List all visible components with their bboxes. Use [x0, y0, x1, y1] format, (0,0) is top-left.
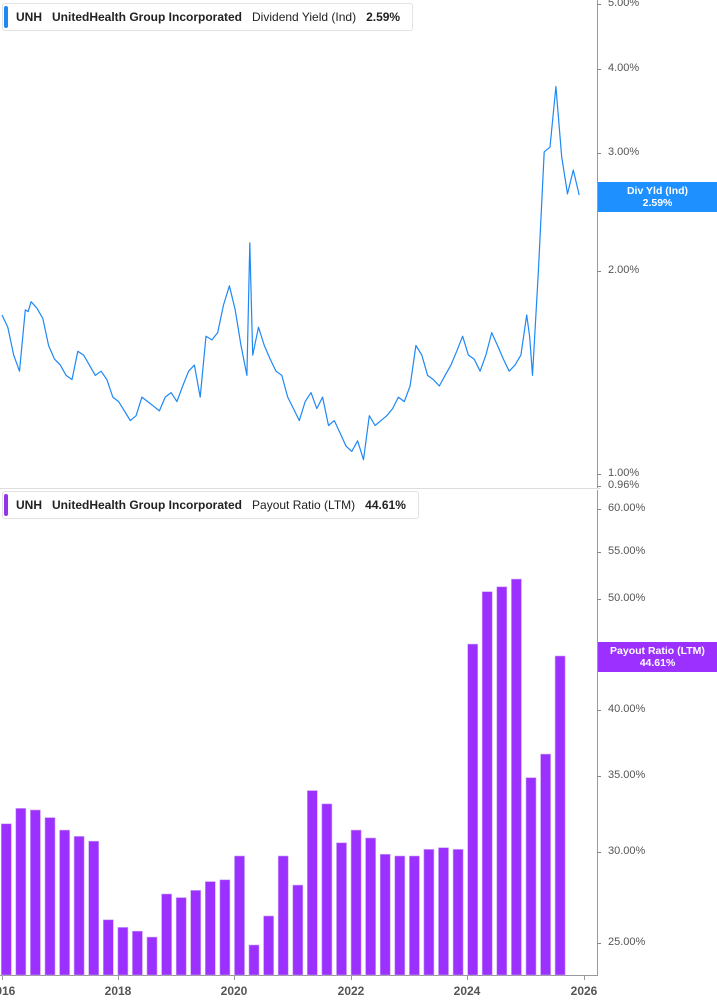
- payout-bar: [540, 753, 551, 976]
- payout-bar: [263, 915, 274, 976]
- y-axis-tick: [597, 486, 601, 487]
- payout-bar: [554, 655, 566, 976]
- payout-bar: [321, 803, 333, 976]
- legend-value: 44.61%: [365, 498, 406, 512]
- value-tag-title: Payout Ratio (LTM): [610, 645, 705, 657]
- y-axis-label: 35.00%: [608, 769, 646, 781]
- payout-bar: [336, 842, 347, 976]
- y-axis-tick: [597, 776, 601, 777]
- x-axis-year-label: 2018: [104, 984, 132, 998]
- y-axis-label: 2.00%: [608, 264, 640, 276]
- payout-bar: [277, 855, 289, 976]
- payout-bar: [73, 836, 85, 976]
- payout-bar: [234, 855, 245, 976]
- payout-ratio-bars: [0, 578, 566, 976]
- payout-bar: [205, 881, 216, 976]
- payout-bar: [525, 777, 537, 976]
- y-axis-label: 60.00%: [608, 502, 646, 514]
- x-axis-year-label: 2026: [570, 984, 598, 998]
- payout-bar: [365, 837, 376, 976]
- y-axis-label: 3.00%: [608, 146, 640, 158]
- payout-bar: [30, 809, 41, 976]
- y-axis-tick: [597, 4, 601, 5]
- value-tag-value: 44.61%: [639, 657, 676, 669]
- payout-bar: [452, 849, 464, 976]
- payout-bar: [146, 936, 158, 976]
- payout-bar: [117, 927, 129, 976]
- payout-bar: [88, 840, 99, 976]
- dividend-yield-value-tag: Div Yld (Ind) 2.59%: [598, 182, 717, 212]
- y-axis-tick: [597, 710, 601, 711]
- x-axis-year-label: 2024: [453, 984, 481, 998]
- x-axis-year-label: 2020: [220, 984, 248, 998]
- y-axis-label: 25.00%: [608, 936, 646, 948]
- payout-bar: [409, 855, 420, 976]
- y-axis-label: 0.96%: [608, 479, 640, 491]
- y-axis-tick: [597, 474, 601, 475]
- payout-bar: [350, 829, 362, 976]
- payout-bar: [190, 890, 201, 976]
- payout-ratio-value-tag: Payout Ratio (LTM) 44.61%: [598, 642, 717, 672]
- payout-bar: [59, 829, 70, 976]
- legend-company: UnitedHealth Group Incorporated: [52, 498, 243, 512]
- payout-bar: [481, 591, 493, 976]
- payout-bar: [292, 884, 304, 976]
- y-axis-tick: [597, 271, 601, 272]
- value-tag-title: Div Yld (Ind): [626, 185, 689, 197]
- y-axis-label: 50.00%: [608, 592, 646, 604]
- payout-bar: [0, 823, 12, 976]
- y-axis-label: 30.00%: [608, 845, 646, 857]
- series-color-swatch: [4, 494, 8, 516]
- payout-bar: [438, 847, 449, 976]
- legend-metric: Dividend Yield (Ind): [252, 10, 357, 24]
- y-axis-tick: [597, 852, 601, 853]
- legend-value: 2.59%: [366, 10, 401, 24]
- y-axis-tick: [597, 943, 601, 944]
- payout-bar: [248, 944, 260, 976]
- y-axis-label: 40.00%: [608, 703, 646, 715]
- x-axis-year-label: 2022: [337, 984, 365, 998]
- top-legend: UNH UnitedHealth Group Incorporated Divi…: [2, 3, 414, 31]
- y-axis-label: 5.00%: [608, 0, 640, 9]
- y-axis-tick: [597, 552, 601, 553]
- y-axis-tick: [597, 153, 601, 154]
- y-axis-tick: [597, 509, 601, 510]
- y-axis-label: 55.00%: [608, 545, 646, 557]
- x-axis-ticks: [2, 975, 585, 980]
- legend-metric: Payout Ratio (LTM): [252, 498, 356, 512]
- payout-bar: [103, 919, 114, 976]
- legend-company: UnitedHealth Group Incorporated: [52, 10, 243, 24]
- payout-bar: [496, 586, 508, 976]
- payout-bar: [161, 893, 172, 976]
- y-axis-tick: [597, 599, 601, 600]
- y-axis-label: 4.00%: [608, 62, 640, 74]
- y-axis-label: 1.00%: [608, 467, 640, 479]
- series-color-swatch: [4, 6, 8, 28]
- payout-bar: [15, 808, 27, 976]
- payout-bar: [379, 853, 391, 976]
- payout-bar: [175, 897, 187, 976]
- payout-bar: [219, 879, 231, 976]
- y-axis-tick: [597, 69, 601, 70]
- bottom-legend: UNH UnitedHealth Group Incorporated Payo…: [2, 491, 419, 519]
- legend-ticker: UNH: [16, 10, 42, 24]
- value-tag-value: 2.59%: [642, 197, 673, 209]
- payout-bar: [423, 849, 435, 976]
- payout-bar: [394, 855, 406, 976]
- legend-ticker: UNH: [16, 498, 42, 512]
- payout-bar: [132, 930, 143, 976]
- payout-bar: [467, 643, 479, 976]
- payout-bar: [306, 790, 318, 976]
- payout-bar: [511, 578, 522, 976]
- x-axis-year-label: 2016: [0, 984, 16, 998]
- dividend-yield-line: [1, 85, 580, 461]
- payout-bar: [44, 817, 56, 976]
